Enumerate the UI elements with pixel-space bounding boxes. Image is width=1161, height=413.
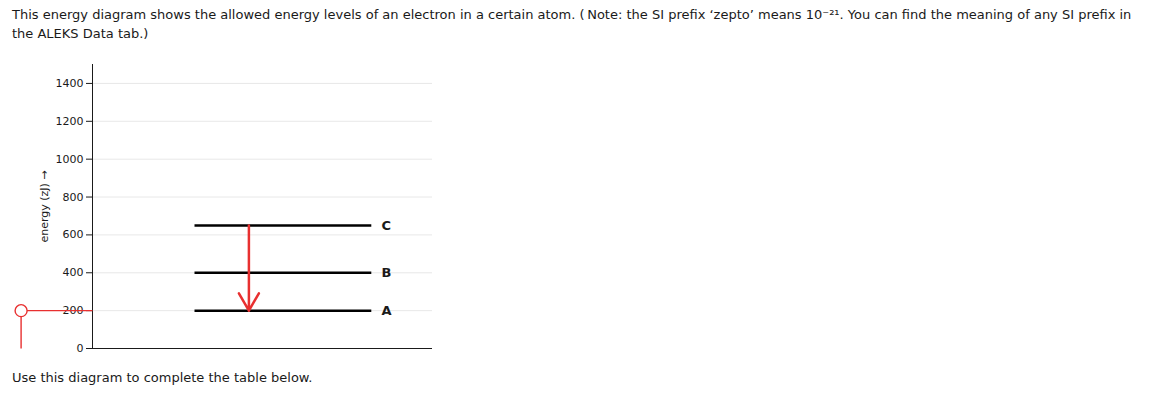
svg-text:B: B	[382, 265, 392, 280]
svg-text:1200: 1200	[56, 115, 84, 128]
svg-text:energy (zJ) →: energy (zJ) →	[38, 170, 51, 242]
svg-text:400: 400	[63, 266, 84, 279]
svg-text:1000: 1000	[56, 152, 84, 165]
svg-text:0: 0	[77, 342, 84, 355]
html-text:Use this diagram to complete t: Use this diagram to complete the table b…	[12, 369, 313, 385]
svg-text:C: C	[382, 217, 392, 232]
html-text:This energy diagram shows the: This energy diagram shows the allowed en…	[12, 7, 1132, 41]
svg-text:800: 800	[63, 190, 84, 203]
svg-text:200: 200	[62, 303, 84, 317]
svg-text:A: A	[382, 302, 392, 317]
svg-text:600: 600	[63, 228, 84, 241]
svg-text:1400: 1400	[56, 77, 84, 90]
